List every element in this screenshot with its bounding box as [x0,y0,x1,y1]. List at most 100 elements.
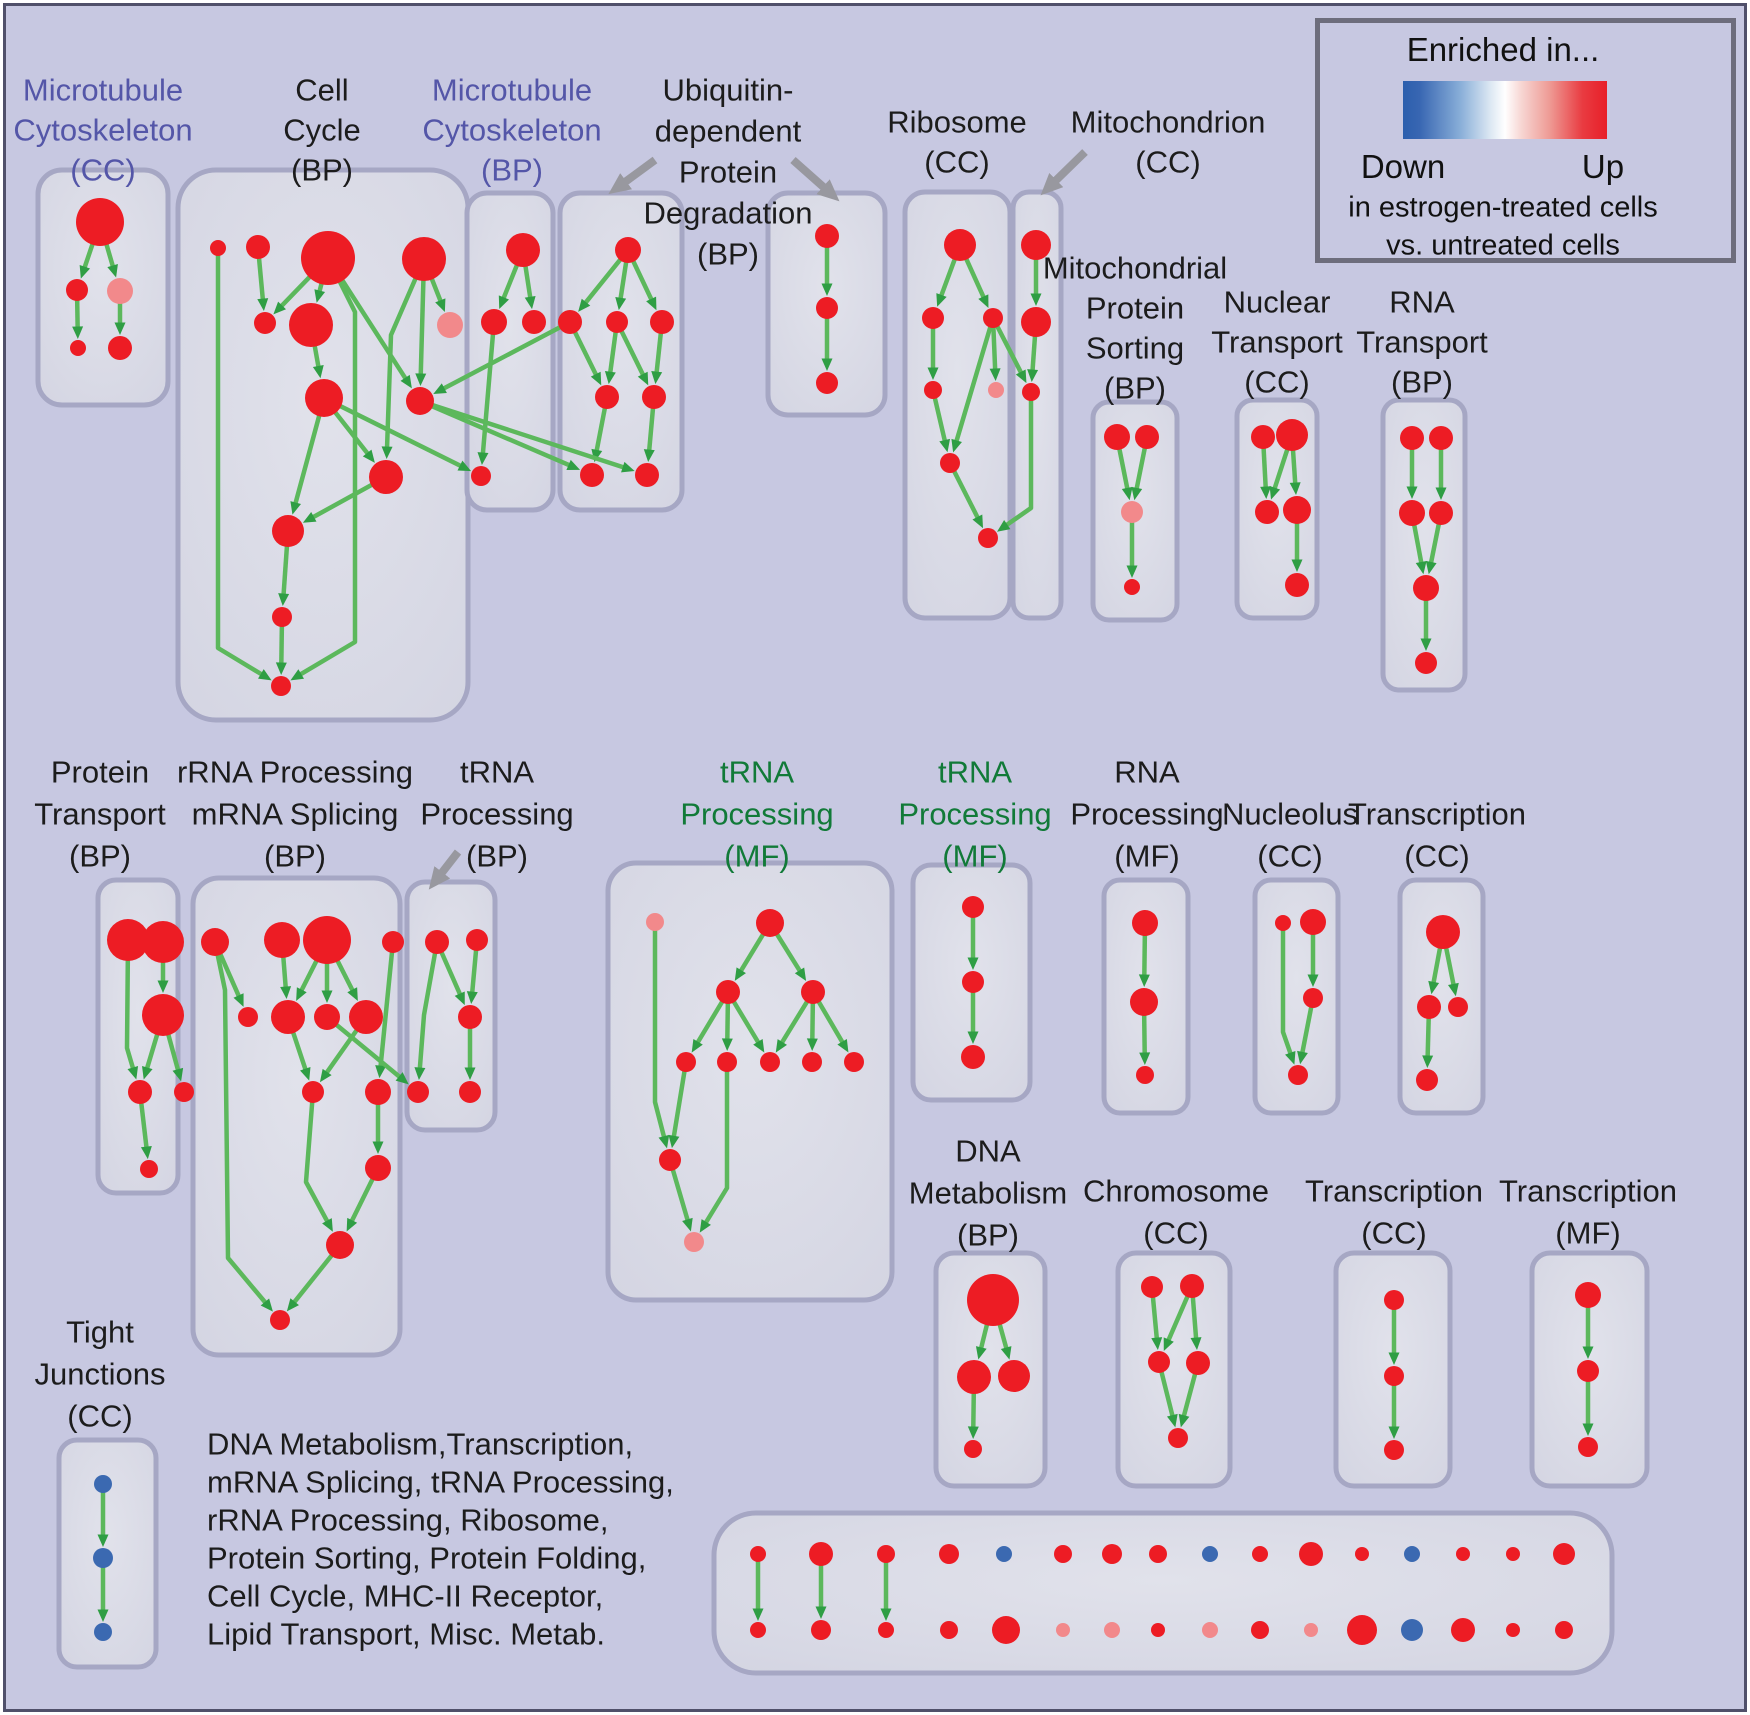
node-k4 [407,1081,429,1103]
edge-a9-a12 [303,1091,333,1232]
edge-a1-a13 [212,941,273,1312]
node-r2 [922,307,944,329]
node-u3 [606,311,628,333]
node-a13 [270,1310,290,1330]
node-r7 [978,528,998,548]
edge-r3-t3 [990,316,1027,384]
cluster-box-misc-clusters [711,1510,1615,1676]
node-h1 [1141,1276,1163,1298]
node-p6 [140,1160,158,1178]
node-j3 [1384,1440,1404,1460]
node-wb1 [750,1622,766,1638]
node-d3 [998,1360,1030,1392]
node-d4 [964,1440,982,1458]
node-a5 [238,1007,258,1027]
node-wb10 [1251,1621,1269,1639]
node-c12 [272,607,292,627]
node-q2 [756,909,784,937]
node-j2 [1384,1366,1404,1386]
node-n4 [1283,496,1311,524]
node-t2 [1021,307,1051,337]
node-z2 [1300,909,1326,935]
node-x2 [1130,988,1158,1016]
node-c8 [305,379,343,417]
edge-c9-u7 [419,398,581,470]
node-wt11 [1299,1542,1323,1566]
node-a12 [326,1231,354,1259]
edge-u2-c9 [433,320,572,395]
node-u2 [558,310,582,334]
edge-t3-r7 [997,392,1034,532]
edge-z1-z4 [1280,923,1296,1065]
node-n5 [1285,573,1309,597]
node-z3 [1303,988,1323,1008]
node-y2 [1417,995,1441,1019]
node-a3 [303,916,351,964]
node-wb3 [878,1622,894,1638]
node-n2 [1276,419,1308,451]
node-r4 [924,381,942,399]
node-c4 [402,237,446,281]
node-c6 [289,303,333,347]
node-q3 [716,980,740,1004]
edge-q5-q10 [668,1061,689,1149]
node-c10 [369,460,403,494]
node-x1 [1132,910,1158,936]
label-pointer-arrow-3 [1040,149,1088,196]
node-s4 [1124,579,1140,595]
node-q7 [760,1052,780,1072]
node-m1 [506,233,540,267]
node-g5 [108,336,132,360]
node-u4 [650,310,674,334]
node-wt2 [809,1542,833,1566]
node-p3 [142,994,184,1036]
node-wb16 [1555,1621,1573,1639]
node-wb8 [1151,1623,1165,1637]
node-wt1 [750,1546,766,1562]
node-s2 [1135,425,1159,449]
node-a7 [314,1004,340,1030]
node-wt15 [1506,1547,1520,1561]
node-x3 [1136,1066,1154,1084]
edge-c1-c13 [215,248,272,681]
node-k1 [425,930,449,954]
node-wt9 [1202,1546,1218,1562]
node-wt3 [877,1545,895,1563]
node-r6 [940,453,960,473]
node-wb5 [992,1616,1020,1644]
node-c5 [254,312,276,334]
node-v1 [815,224,839,248]
node-m2 [481,309,507,335]
node-o6 [1415,652,1437,674]
node-c7 [437,312,463,338]
node-c9 [406,387,434,415]
node-wb13 [1401,1619,1423,1641]
edge-c3-c13 [290,256,358,681]
node-r3 [983,308,1003,328]
node-h2 [1180,1274,1204,1298]
node-q6 [717,1052,737,1072]
edge-r3-r6 [951,317,996,453]
node-wt8 [1149,1545,1167,1563]
node-d1 [967,1274,1019,1326]
node-s3 [1121,501,1143,523]
node-h3 [1148,1351,1170,1373]
node-q8 [802,1052,822,1072]
node-wb4 [940,1621,958,1639]
node-y4 [1416,1069,1438,1091]
cluster-box-chromosome [1115,1250,1233,1489]
node-a9 [302,1081,324,1103]
legend-caption-line1: in estrogen-treated cells [1348,191,1658,224]
edge-r6-r7 [947,461,984,529]
node-g1 [76,198,124,246]
node-wt4 [939,1544,959,1564]
node-d2 [957,1360,991,1394]
cluster-box-nucleolus [1252,877,1341,1116]
node-u5 [595,385,619,409]
node-wb12 [1347,1615,1377,1645]
node-w2 [962,971,984,993]
node-s1 [1104,424,1130,450]
node-q4 [801,980,825,1004]
node-wt5 [996,1546,1012,1562]
